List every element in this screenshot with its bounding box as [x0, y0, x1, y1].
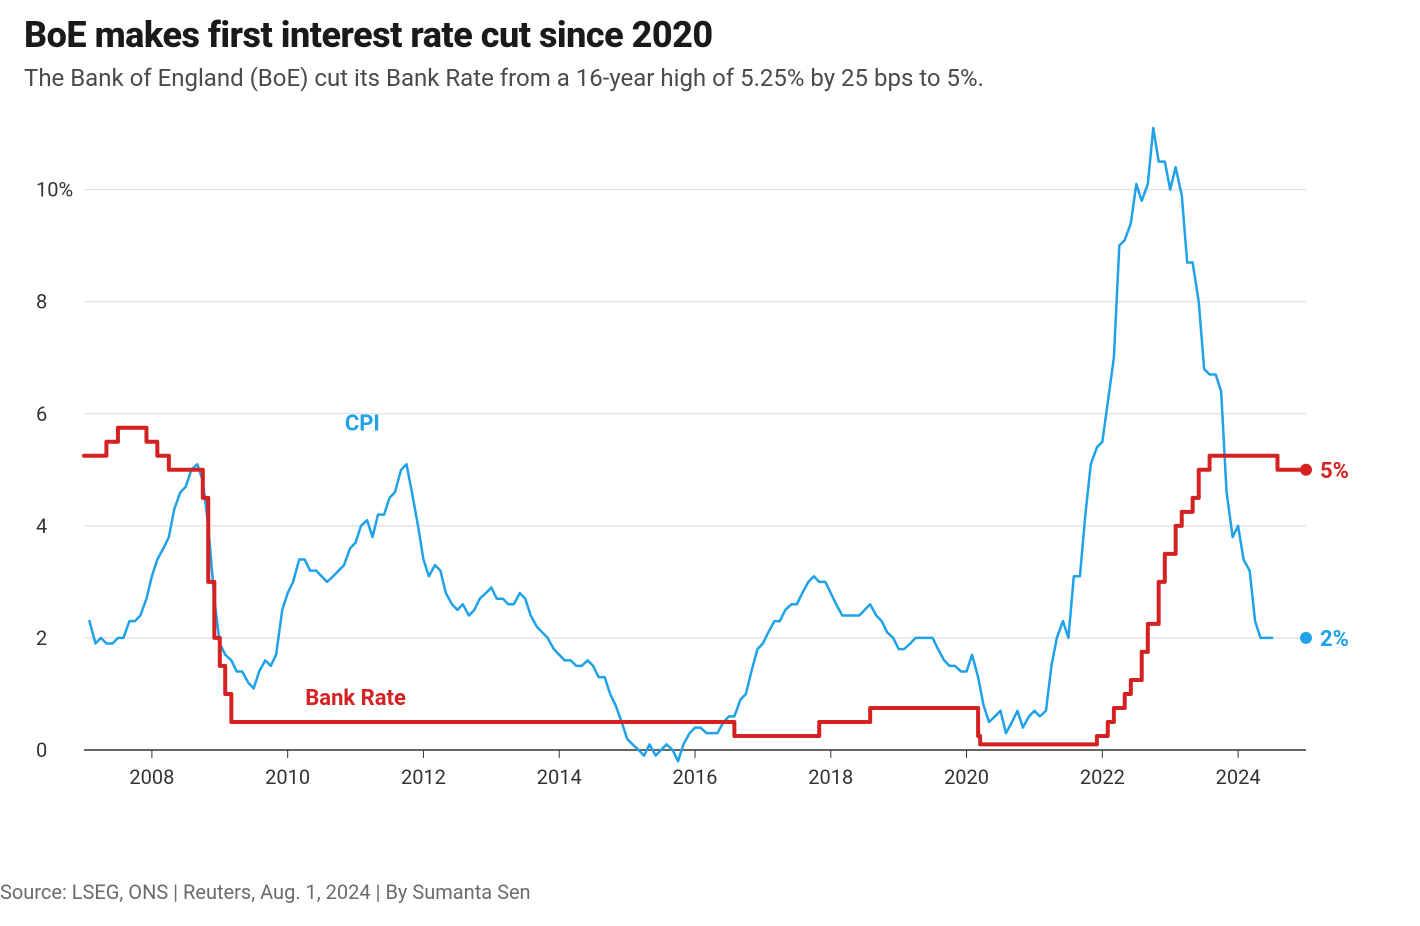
cpi-line: [89, 128, 1272, 761]
y-tick-label: 2: [36, 626, 47, 650]
chart-title: BoE makes first interest rate cut since …: [24, 14, 1396, 56]
y-tick-label: 8: [36, 290, 47, 314]
x-tick-label: 2022: [1080, 765, 1125, 789]
y-tick-label: 6: [36, 402, 47, 426]
x-tick-label: 2020: [944, 765, 989, 789]
y-tick-label: 4: [36, 514, 47, 538]
x-tick-label: 2014: [537, 765, 582, 789]
y-tick-label: 0: [36, 738, 47, 762]
bank-rate-end-marker: [1300, 464, 1312, 476]
bank-rate-label: Bank Rate: [305, 686, 406, 711]
bank-rate-line: [84, 428, 1306, 745]
y-tick-label: 10%: [36, 178, 73, 202]
cpi-label: CPI: [345, 412, 380, 437]
chart-source: Source: LSEG, ONS | Reuters, Aug. 1, 202…: [0, 880, 531, 904]
line-chart: 0 2 4 6 8 10% 2008 2010 2012 2014 2016 2018 2020 2022…: [24, 118, 1396, 838]
x-tick-label: 2016: [673, 765, 718, 789]
cpi-end-label: 2%: [1320, 627, 1349, 652]
cpi-end-marker: [1300, 632, 1312, 644]
x-tick-label: 2010: [265, 765, 310, 789]
x-tick-label: 2024: [1216, 765, 1261, 789]
x-tick-label: 2012: [401, 765, 446, 789]
x-tick-label: 2018: [808, 765, 853, 789]
chart-subtitle: The Bank of England (BoE) cut its Bank R…: [24, 64, 1396, 92]
bank-rate-end-label: 5%: [1320, 459, 1349, 484]
x-tick-label: 2008: [129, 765, 174, 789]
